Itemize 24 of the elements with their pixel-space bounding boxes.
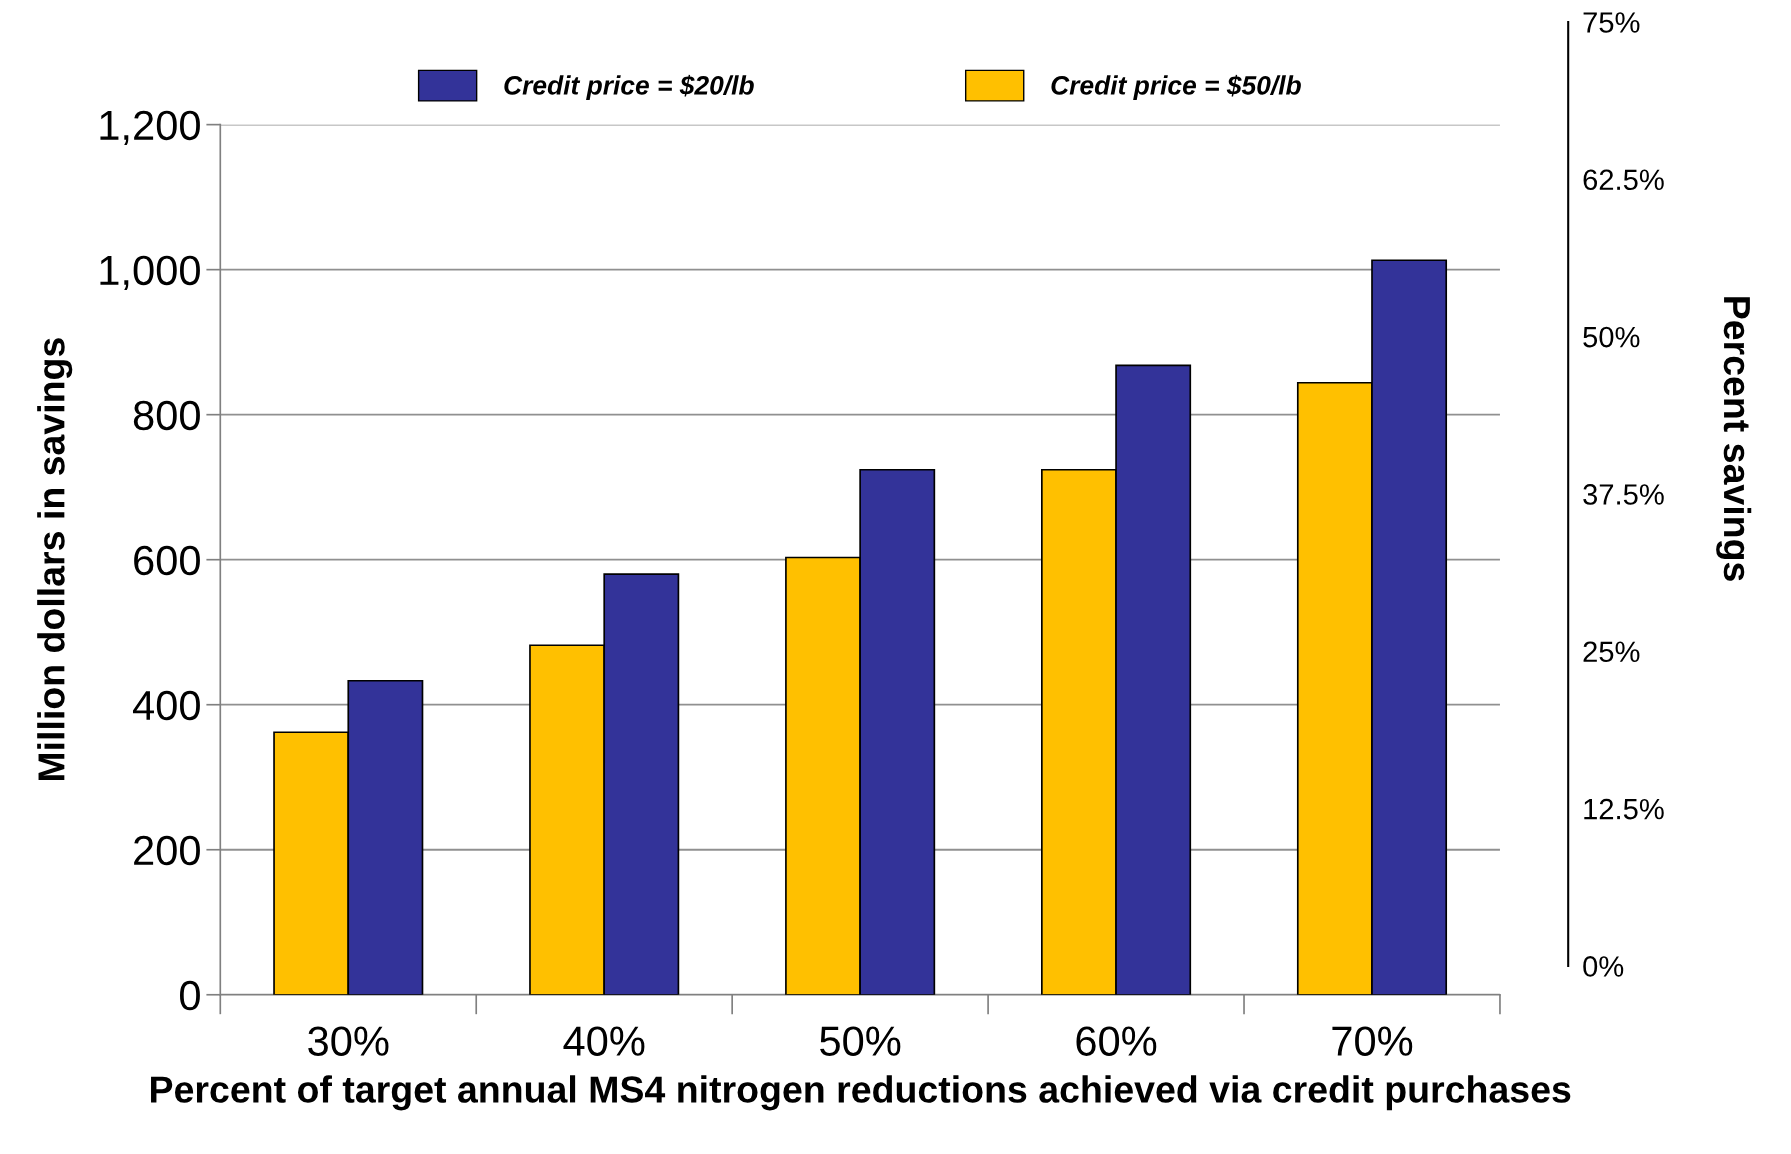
y2-tick-label: 50% [1583, 326, 1640, 348]
y-tick-label: 600 [134, 545, 200, 576]
y2-tick-label: 62.5% [1583, 169, 1664, 191]
legend-label: Credit price = $50/lb [1051, 74, 1301, 100]
y2-tick-label: 37.5% [1583, 484, 1664, 505]
y-tick-label: 1,000 [100, 255, 200, 291]
y2-tick-label: 12.5% [1584, 798, 1664, 820]
x-tick-label: 60% [1076, 1026, 1157, 1056]
x-tick-label: 70% [1332, 1026, 1413, 1056]
legend-label: Credit price = $20/lb [504, 74, 754, 100]
y-tick-label: 200 [134, 835, 200, 866]
y-tick-label: 400 [132, 690, 200, 721]
x-axis-title: Percent of target annual MS4 nitrogen reductions achieved via credit purchases [151, 1075, 1571, 1111]
y2-tick-label: 75% [1583, 12, 1640, 33]
y-axis-title: Million dollars in savings [37, 338, 73, 781]
y-tick-label: 1,200 [100, 110, 200, 146]
y-tick-label: 800 [133, 400, 200, 431]
y-tick-label: 0 [180, 980, 200, 1011]
x-tick-label: 40% [563, 1026, 645, 1056]
y2-tick-label: 0% [1583, 956, 1624, 977]
y2-tick-label: 25% [1583, 641, 1640, 663]
y2-axis-title: Percent savings [1716, 297, 1752, 581]
x-tick-label: 50% [820, 1026, 901, 1056]
x-tick-label: 30% [308, 1026, 389, 1056]
